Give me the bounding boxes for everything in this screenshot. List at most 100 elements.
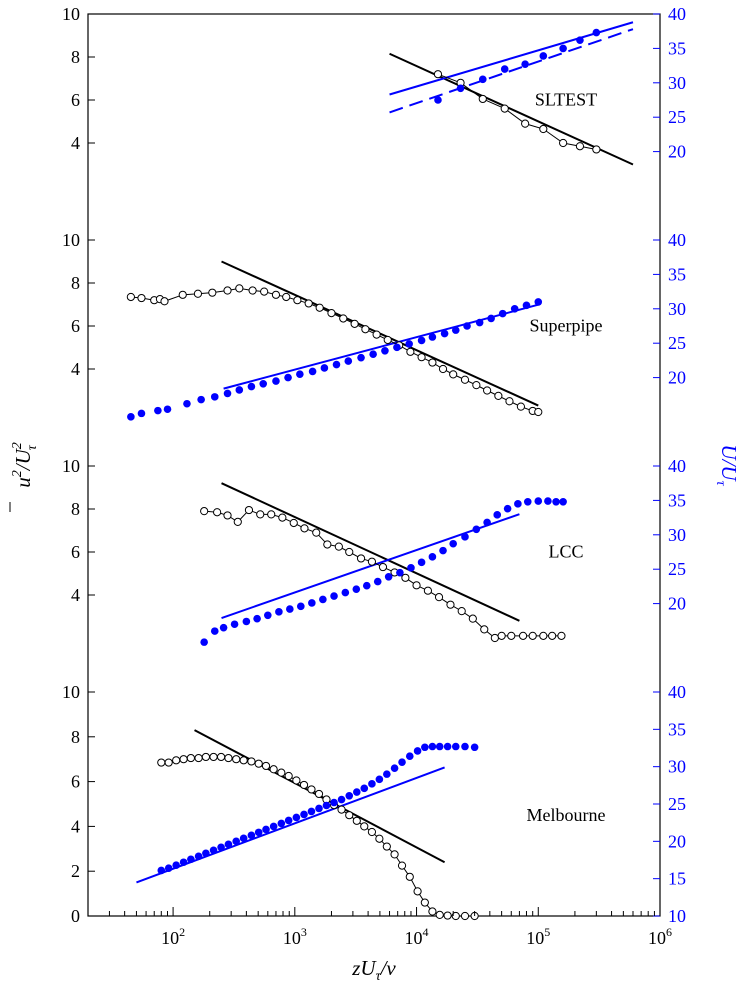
U-point: [341, 588, 350, 597]
uu-point: [518, 631, 528, 640]
plot-frame: [87, 13, 661, 917]
uu-point: [507, 631, 516, 640]
U-point: [559, 44, 567, 53]
uu-point: [208, 288, 217, 297]
U-point: [396, 568, 404, 577]
U-point: [232, 837, 241, 846]
U-point: [300, 810, 308, 819]
uu-point: [451, 911, 460, 921]
left-y-tick-label: 4: [71, 359, 80, 379]
U-point: [308, 599, 316, 607]
U-point: [330, 592, 338, 600]
right-y-tick-label: 20: [668, 368, 686, 388]
uu-point: [457, 607, 466, 616]
uu-point: [337, 805, 346, 814]
U-fit-line: [223, 303, 539, 390]
uu-point: [521, 119, 530, 128]
uu-point: [284, 771, 293, 781]
U-point: [223, 389, 232, 398]
U-point: [217, 843, 225, 852]
uu-point: [300, 524, 309, 533]
right-y-tick-label: 40: [668, 456, 686, 476]
uu-series-line: [130, 287, 539, 413]
uu-point: [505, 397, 514, 406]
right-y-tick-label: 30: [668, 299, 686, 319]
right-y-tick-label: 35: [668, 719, 686, 739]
uu-point: [186, 753, 195, 763]
U-point: [390, 764, 399, 772]
right-y-tick-label: 25: [668, 794, 686, 814]
U-point: [451, 742, 460, 751]
U-point: [219, 623, 228, 632]
panel-3: 4 6 8 10 20 25 30 35 40 LCC: [62, 456, 686, 646]
U-point: [320, 364, 329, 372]
U-point: [269, 822, 278, 831]
uu-point: [247, 757, 256, 766]
uu-point: [315, 303, 324, 312]
U-point: [483, 518, 491, 527]
U-point: [521, 60, 529, 69]
U-point: [330, 798, 338, 807]
uu-point: [239, 756, 248, 765]
uu-point: [178, 290, 187, 299]
uu-point: [352, 816, 361, 825]
x-tick-label: 102: [161, 925, 185, 948]
uu-point: [433, 70, 443, 79]
right-y-tick-label: 30: [668, 525, 686, 545]
U-point: [456, 84, 465, 93]
U-point: [127, 413, 135, 421]
U-point: [224, 840, 233, 849]
uu-point: [446, 600, 455, 609]
uu-point: [201, 752, 210, 762]
uu-point: [534, 407, 543, 417]
U-point: [383, 770, 391, 778]
U-point: [470, 743, 479, 752]
U-point: [449, 539, 457, 548]
U-point: [534, 497, 543, 505]
U-point: [384, 572, 393, 581]
U-point: [544, 497, 552, 505]
uu-point: [314, 789, 324, 799]
uu-point: [304, 299, 313, 308]
U-point: [417, 336, 426, 345]
left-y-tick-label: 8: [71, 727, 80, 747]
uu-point: [490, 633, 499, 643]
U-point: [440, 329, 449, 338]
U-point: [478, 75, 487, 84]
uu-point: [200, 507, 209, 516]
U-point: [292, 813, 301, 822]
uu-point: [248, 286, 257, 295]
uu-point: [209, 752, 218, 762]
U-fit-dashed-line: [389, 28, 634, 114]
uu-point: [367, 827, 377, 837]
right-y-tick-label: 40: [668, 4, 686, 24]
U-point: [308, 367, 317, 376]
left-y-tick-label: 8: [71, 499, 80, 519]
uu-point: [478, 94, 487, 104]
uu-point: [378, 562, 388, 572]
right-y-tick-label: 10: [668, 906, 686, 926]
U-point: [322, 801, 331, 810]
panel-label: Melbourne: [527, 805, 606, 825]
U-point: [362, 581, 371, 590]
U-point: [405, 752, 414, 761]
left-y-tick-label: 2: [71, 861, 80, 881]
uu-point: [460, 911, 470, 921]
U-point: [393, 343, 401, 352]
uu-point: [480, 625, 489, 634]
uu-point: [360, 822, 369, 831]
U-point: [194, 852, 203, 861]
U-point: [337, 795, 346, 804]
left-y-tick-label: 4: [71, 585, 80, 605]
U-point: [576, 36, 584, 44]
U-point: [503, 504, 512, 513]
uu-point: [164, 758, 173, 767]
U-point: [209, 846, 218, 855]
right-y-tick-label: 35: [668, 264, 686, 284]
uu-point: [405, 872, 414, 881]
svg-text:u2/U2τ: u2/U2τ: [10, 442, 40, 488]
left-y-tick-label: 4: [71, 133, 80, 153]
x-tick-label: 103: [283, 925, 307, 948]
uu-point: [443, 911, 452, 920]
uu-point: [179, 755, 188, 764]
